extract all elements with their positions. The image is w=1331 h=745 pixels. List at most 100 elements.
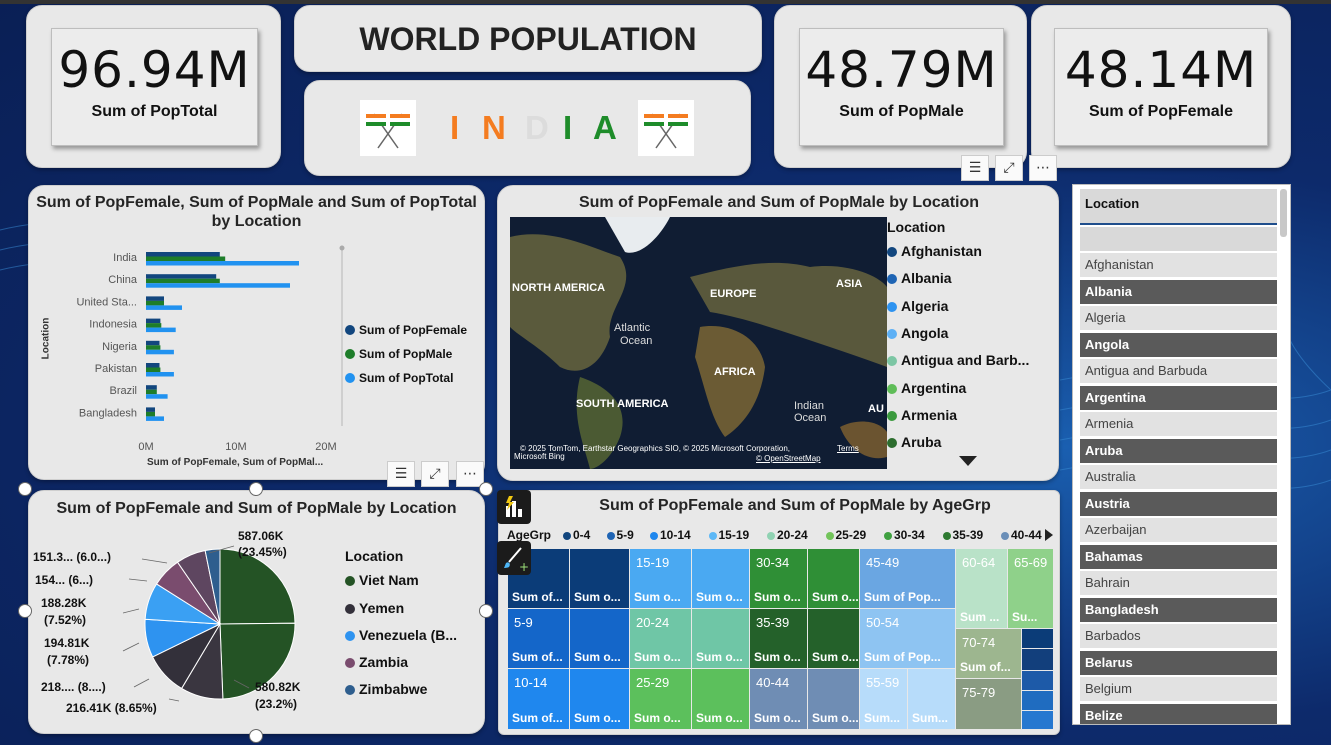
format-pane-icon[interactable]: + — [497, 541, 531, 575]
map-terms-link[interactable]: Terms — [837, 444, 859, 453]
resize-handle[interactable] — [18, 604, 32, 618]
slicer-item[interactable]: Angola — [1080, 332, 1277, 357]
treemap-cell[interactable] — [1022, 671, 1053, 690]
slicer-item[interactable]: Bahrain — [1080, 571, 1277, 595]
map-legend-item[interactable]: Albania — [887, 270, 952, 286]
more-options-icon[interactable]: ⋯ — [1029, 155, 1057, 181]
focus-mode-icon[interactable]: ⤢ — [995, 155, 1023, 181]
map-image[interactable] — [510, 217, 887, 469]
treemap-cell[interactable] — [1022, 711, 1053, 729]
treemap-cell[interactable] — [1022, 629, 1053, 648]
treemap-legend-item[interactable]: 5-9 — [606, 528, 634, 542]
bar-mark[interactable] — [146, 372, 174, 377]
treemap-cell[interactable]: 35-39 Sum o... — [750, 609, 807, 668]
treemap-legend-item[interactable]: 20-24 — [767, 528, 808, 542]
map-legend-item[interactable]: Algeria — [887, 298, 948, 314]
treemap-cell[interactable]: Sum o... — [570, 609, 629, 668]
treemap-legend-item[interactable]: 25-29 — [825, 528, 866, 542]
slicer-item[interactable]: Afghanistan — [1080, 253, 1277, 277]
bar-mark[interactable] — [146, 385, 157, 390]
slicer-item[interactable]: Argentina — [1080, 385, 1277, 410]
analytics-pane-icon[interactable] — [497, 490, 531, 524]
treemap-cell[interactable]: Sum o... — [570, 669, 629, 729]
treemap-cell[interactable]: Sum o... — [808, 609, 859, 668]
map-legend-item[interactable]: Armenia — [887, 407, 957, 423]
slicer-item[interactable]: Antigua and Barbuda — [1080, 359, 1277, 383]
bar-legend-item[interactable]: Sum of PopMale — [345, 347, 452, 361]
legend-scroll-down-icon[interactable] — [959, 456, 977, 466]
bar-mark[interactable] — [146, 256, 226, 262]
treemap-cell[interactable]: 75-79 — [956, 679, 1021, 729]
treemap-legend-item[interactable]: 10-14 — [650, 528, 691, 542]
slicer-item[interactable]: Armenia — [1080, 412, 1277, 436]
treemap-cell[interactable]: Sum o... — [570, 549, 629, 608]
bar-mark[interactable] — [146, 296, 164, 301]
slicer-item[interactable]: Belize — [1080, 703, 1277, 724]
bar-mark[interactable] — [146, 407, 155, 412]
bar-mark[interactable] — [146, 345, 161, 350]
treemap-cell[interactable]: 20-24 Sum o... — [630, 609, 691, 668]
legend-next-icon[interactable] — [1045, 529, 1053, 541]
bar-legend-item[interactable]: Sum of PopFemale — [345, 323, 467, 337]
slicer-item[interactable]: Azerbaijan — [1080, 518, 1277, 542]
treemap-cell[interactable]: 15-19 Sum o... — [630, 549, 691, 608]
treemap-cell[interactable]: Sum o... — [692, 549, 749, 608]
bar-mark[interactable] — [146, 261, 299, 266]
bar-mark[interactable] — [146, 252, 220, 257]
bar-mark[interactable] — [146, 283, 290, 288]
bar-mark[interactable] — [146, 367, 161, 373]
resize-handle[interactable] — [479, 482, 493, 496]
pie-legend-item[interactable]: Yemen — [345, 600, 404, 616]
treemap-legend-item[interactable]: 40-44 — [1001, 528, 1042, 542]
pie-slice[interactable] — [219, 548, 296, 625]
bar-mark[interactable] — [146, 411, 155, 417]
bar-mark[interactable] — [146, 349, 174, 355]
slicer-item[interactable]: Algeria — [1080, 306, 1277, 330]
treemap-cell[interactable]: 45-49 Sum of Pop... — [860, 549, 955, 608]
map-legend-item[interactable]: Antigua and Barb... — [887, 352, 1029, 368]
resize-handle[interactable] — [249, 729, 263, 743]
pie-slice[interactable] — [204, 548, 221, 625]
treemap-legend-item[interactable]: 35-39 — [942, 528, 983, 542]
slicer-item-blank[interactable] — [1080, 227, 1277, 251]
bar-mark[interactable] — [146, 363, 160, 368]
more-options-icon[interactable]: ⋯ — [456, 461, 484, 487]
slicer-item[interactable]: Belgium — [1080, 677, 1277, 701]
treemap-cell[interactable]: 25-29 Sum o... — [630, 669, 691, 729]
treemap-cell[interactable]: 5-9 Sum of... — [508, 609, 569, 668]
treemap-cell[interactable]: 50-54 Sum of Pop... — [860, 609, 955, 668]
bar-legend-item[interactable]: Sum of PopTotal — [345, 371, 453, 385]
slicer-item[interactable]: Bangladesh — [1080, 597, 1277, 622]
slicer-item[interactable]: Belarus — [1080, 650, 1277, 675]
bar-mark[interactable] — [146, 274, 217, 279]
bar-mark[interactable] — [146, 416, 164, 421]
slicer-item[interactable]: Albania — [1080, 279, 1277, 304]
bar-mark[interactable] — [146, 318, 161, 324]
bar-mark[interactable] — [146, 323, 162, 328]
resize-handle[interactable] — [18, 482, 32, 496]
map-legend-item[interactable]: Afghanistan — [887, 243, 982, 259]
filter-icon[interactable]: ☰ — [961, 155, 989, 181]
slicer-item[interactable]: Australia — [1080, 465, 1277, 489]
treemap-cell[interactable] — [1022, 691, 1053, 710]
pie-legend-item[interactable]: Venezuela (B... — [345, 627, 457, 643]
treemap-cell[interactable]: 10-14 Sum of... — [508, 669, 569, 729]
focus-mode-icon[interactable]: ⤢ — [421, 461, 449, 487]
bar-mark[interactable] — [146, 278, 220, 284]
treemap-cell[interactable]: 60-64 Sum ... — [956, 549, 1007, 628]
treemap-cell[interactable]: 40-44 Sum o... — [750, 669, 807, 729]
bar-mark[interactable] — [146, 327, 176, 333]
map-legend-item[interactable]: Argentina — [887, 380, 966, 396]
treemap-cell[interactable]: Sum o... — [808, 549, 859, 608]
resize-handle[interactable] — [249, 482, 263, 496]
slicer-item[interactable]: Barbados — [1080, 624, 1277, 648]
slicer-item[interactable]: Austria — [1080, 491, 1277, 516]
treemap-legend-item[interactable]: 15-19 — [708, 528, 749, 542]
treemap-cell[interactable] — [1022, 649, 1053, 670]
treemap-cell[interactable]: Sum o... — [808, 669, 859, 729]
slicer-item[interactable]: Aruba — [1080, 438, 1277, 463]
bar-mark[interactable] — [146, 394, 168, 399]
pie-slice[interactable] — [219, 622, 296, 700]
bar-scroll-handle[interactable] — [339, 245, 345, 251]
bar-mark[interactable] — [146, 340, 160, 346]
